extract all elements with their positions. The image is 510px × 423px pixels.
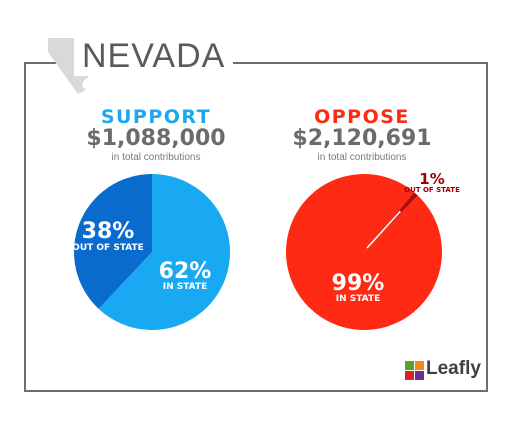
oppose-pie-chart: 1%OUT OF STATE 99%IN STATE <box>286 170 460 331</box>
out-of-state-category-label: OUT OF STATE <box>72 243 144 253</box>
frame-border <box>24 62 488 392</box>
leafly-logo-text: Leafly <box>426 358 481 379</box>
oppose-caption: in total contributions <box>317 152 407 163</box>
out-of-state-percent-label: 38% <box>82 219 135 244</box>
in-state-percent-label: 62% <box>159 259 212 284</box>
support-pie-chart: 38%OUT OF STATE 62%IN STATE <box>72 174 231 330</box>
in-state-category-label: IN STATE <box>163 282 208 292</box>
in-state-category-label: IN STATE <box>336 294 381 304</box>
pie-slice-divider <box>366 210 401 249</box>
page-title: NEVADA <box>74 36 234 76</box>
oppose-amount: $2,120,691 <box>292 126 432 151</box>
leafly-logo-icon <box>405 361 424 380</box>
support-heading: SUPPORT <box>100 106 212 128</box>
oppose-heading: OPPOSE <box>314 106 410 128</box>
support-caption: in total contributions <box>111 152 201 163</box>
support-amount: $1,088,000 <box>86 126 226 151</box>
out-of-state-percent-label: 1% <box>419 170 444 188</box>
pie-slice-in-state <box>286 174 442 331</box>
out-of-state-category-label: OUT OF STATE <box>404 186 460 194</box>
in-state-percent-label: 99% <box>332 271 385 296</box>
pie-slice-in-state <box>98 174 231 330</box>
pie-slice-out-of-state <box>74 174 152 309</box>
